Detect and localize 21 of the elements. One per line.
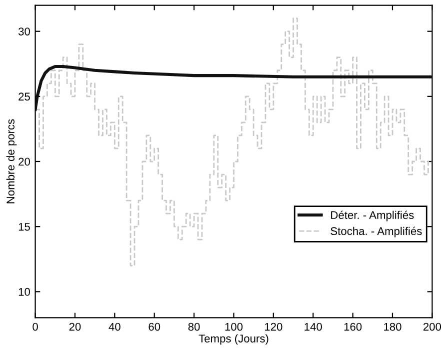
x-tick-label: 60 xyxy=(148,322,160,331)
x-tick-label: 20 xyxy=(69,322,81,331)
y-axis-title: Nombre de porcs xyxy=(6,119,17,204)
y-tick-label: 20 xyxy=(18,158,30,166)
x-tick-label: 100 xyxy=(225,322,243,331)
legend-label: Stocha. - Amplifiés xyxy=(330,226,422,238)
x-tick-label: 80 xyxy=(188,322,200,331)
x-tick-label: 160 xyxy=(344,322,362,331)
x-tick-label: 180 xyxy=(384,322,402,331)
y-tick-label: 25 xyxy=(18,92,30,101)
x-tick-label: 140 xyxy=(304,322,322,331)
x-tick-label: 200 xyxy=(423,322,441,331)
legend-label: Déter. - Amplifiés xyxy=(331,210,414,222)
x-axis-title: Temps (Jours) xyxy=(198,334,268,345)
x-tick-label: 40 xyxy=(108,322,120,331)
x-tick-label: 0 xyxy=(32,322,38,331)
y-tick-label: 30 xyxy=(18,28,30,36)
y-tick-label: 10 xyxy=(18,288,30,296)
y-tick-label: 15 xyxy=(18,222,30,231)
line-series xyxy=(35,64,432,111)
x-tick-label: 120 xyxy=(265,322,282,331)
